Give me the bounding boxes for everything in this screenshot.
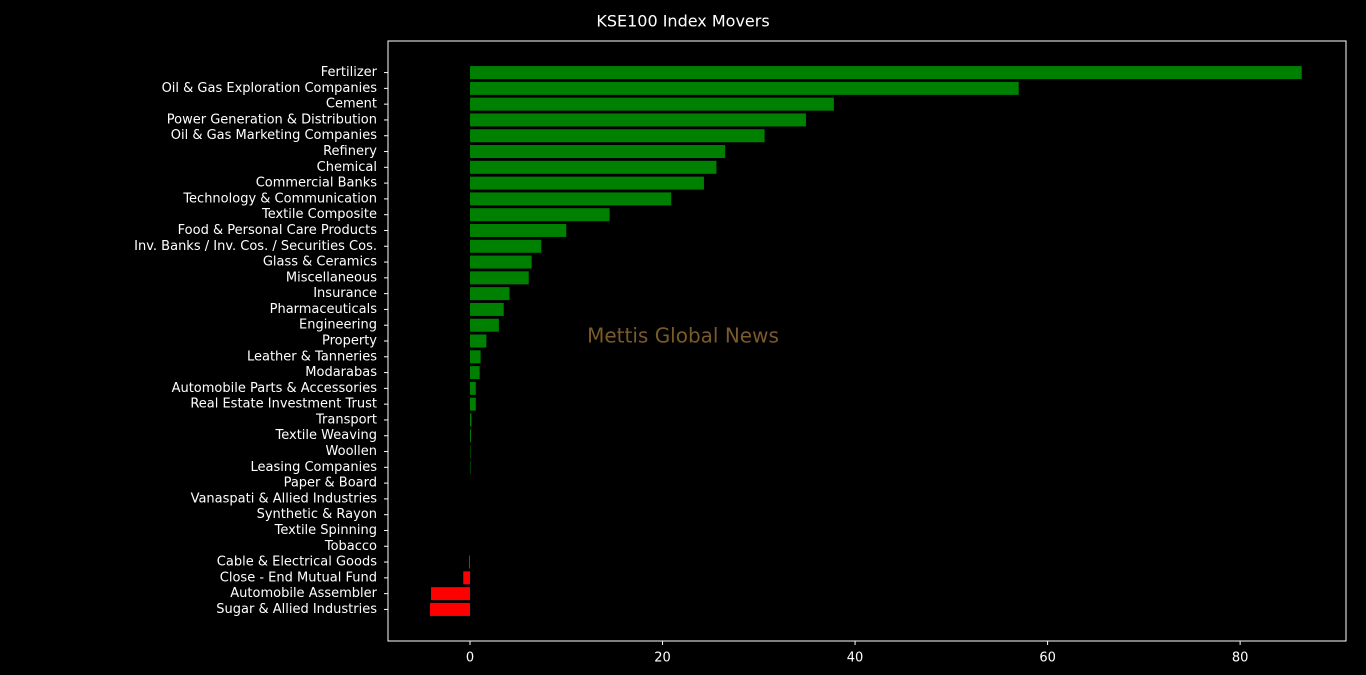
x-tick-label: 0 (466, 651, 474, 666)
bar (470, 302, 504, 316)
y-tick-label: Leather & Tanneries (247, 349, 377, 364)
x-tick-label: 80 (1232, 651, 1249, 666)
bar (470, 413, 472, 427)
bar (470, 129, 765, 143)
y-tick-label: Textile Composite (261, 207, 377, 222)
y-tick-label: Cable & Electrical Goods (217, 555, 377, 570)
bar (470, 397, 476, 411)
x-tick-label: 20 (654, 651, 671, 666)
bar (431, 587, 471, 601)
y-tick-label: Insurance (313, 286, 377, 301)
bar (470, 208, 610, 222)
bar (470, 366, 480, 380)
y-tick-label: Cement (326, 97, 377, 112)
bar (470, 318, 499, 332)
y-tick-label: Real Estate Investment Trust (190, 397, 377, 412)
y-tick-label: Commercial Banks (256, 176, 378, 191)
bar (470, 223, 567, 237)
y-tick-label: Engineering (299, 318, 377, 333)
y-tick-label: Leasing Companies (250, 460, 377, 475)
bar (470, 113, 806, 127)
y-tick-label: Fertilizer (321, 65, 378, 80)
bar (470, 66, 1302, 80)
y-tick-label: Miscellaneous (286, 270, 377, 285)
y-tick-label: Power Generation & Distribution (167, 112, 377, 127)
y-tick-label: Sugar & Allied Industries (216, 602, 377, 617)
y-tick-label: Inv. Banks / Inv. Cos. / Securities Cos. (134, 239, 377, 254)
y-tick-label: Modarabas (305, 365, 377, 380)
y-tick-label: Tobacco (324, 539, 377, 554)
bar (470, 192, 672, 206)
bar (470, 287, 510, 301)
y-tick-label: Oil & Gas Marketing Companies (171, 128, 377, 143)
y-tick-label: Automobile Assembler (230, 586, 377, 601)
bar (470, 176, 704, 190)
y-tick-label: Oil & Gas Exploration Companies (162, 81, 378, 96)
bar (463, 571, 471, 585)
bar (470, 381, 476, 395)
bar (470, 429, 471, 443)
y-tick-label: Synthetic & Rayon (257, 507, 377, 522)
y-tick-label: Refinery (323, 144, 377, 159)
y-tick-label: Chemical (317, 160, 377, 175)
bar (470, 97, 834, 111)
bar (470, 255, 532, 269)
bar (430, 602, 471, 616)
y-tick-label: Automobile Parts & Accessories (172, 381, 378, 396)
x-tick-label: 60 (1039, 651, 1056, 666)
y-tick-label: Textile Spinning (274, 523, 377, 538)
y-tick-label: Property (322, 334, 377, 349)
y-tick-label: Transport (315, 412, 377, 427)
y-tick-label: Woollen (326, 444, 377, 459)
y-tick-label: Glass & Ceramics (263, 255, 377, 270)
x-tick-label: 40 (847, 651, 864, 666)
y-tick-label: Textile Weaving (275, 428, 378, 443)
bar (470, 239, 542, 253)
y-tick-label: Close - End Mutual Fund (220, 570, 377, 585)
bar (470, 350, 481, 364)
y-tick-label: Paper & Board (284, 476, 377, 491)
bar (470, 334, 487, 348)
bar (469, 555, 471, 569)
bar (470, 271, 529, 285)
bar (470, 145, 726, 159)
chart-title: KSE100 Index Movers (596, 12, 769, 31)
y-tick-label: Technology & Communication (182, 191, 377, 206)
bar (470, 81, 1019, 95)
bar (470, 160, 717, 174)
watermark: Mettis Global News (587, 324, 779, 348)
y-tick-label: Food & Personal Care Products (178, 223, 378, 238)
y-tick-label: Pharmaceuticals (270, 302, 378, 317)
y-tick-label: Vanaspati & Allied Industries (191, 491, 378, 506)
